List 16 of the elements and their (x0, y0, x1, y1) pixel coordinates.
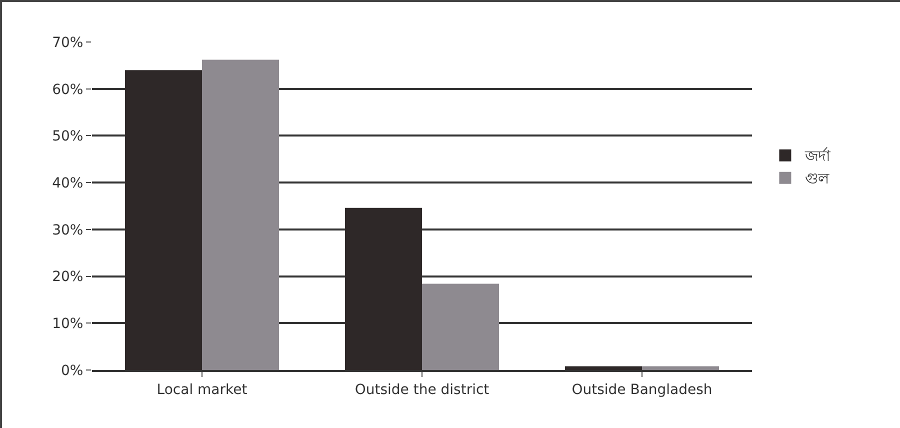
y-tick-label: 0% (60, 362, 84, 379)
bar (642, 366, 719, 370)
legend-label: গুল (805, 170, 830, 188)
x-tick-label: Outside Bangladesh (572, 382, 712, 398)
y-tick-label: 30% (52, 222, 84, 238)
bar (422, 284, 499, 370)
y-tick-label: 70% (52, 34, 84, 51)
legend-label: জর্দা (804, 147, 832, 166)
x-tick-label: Outside the district (354, 382, 490, 398)
y-tick-label: 10% (52, 316, 84, 332)
y-tick-label: 20% (52, 269, 84, 286)
bar (202, 60, 279, 370)
y-tick-label: 50% (52, 128, 84, 145)
y-tick-label: 60% (52, 82, 84, 98)
y-tick-label: 40% (52, 175, 84, 192)
x-tick-label: Local market (156, 382, 248, 398)
